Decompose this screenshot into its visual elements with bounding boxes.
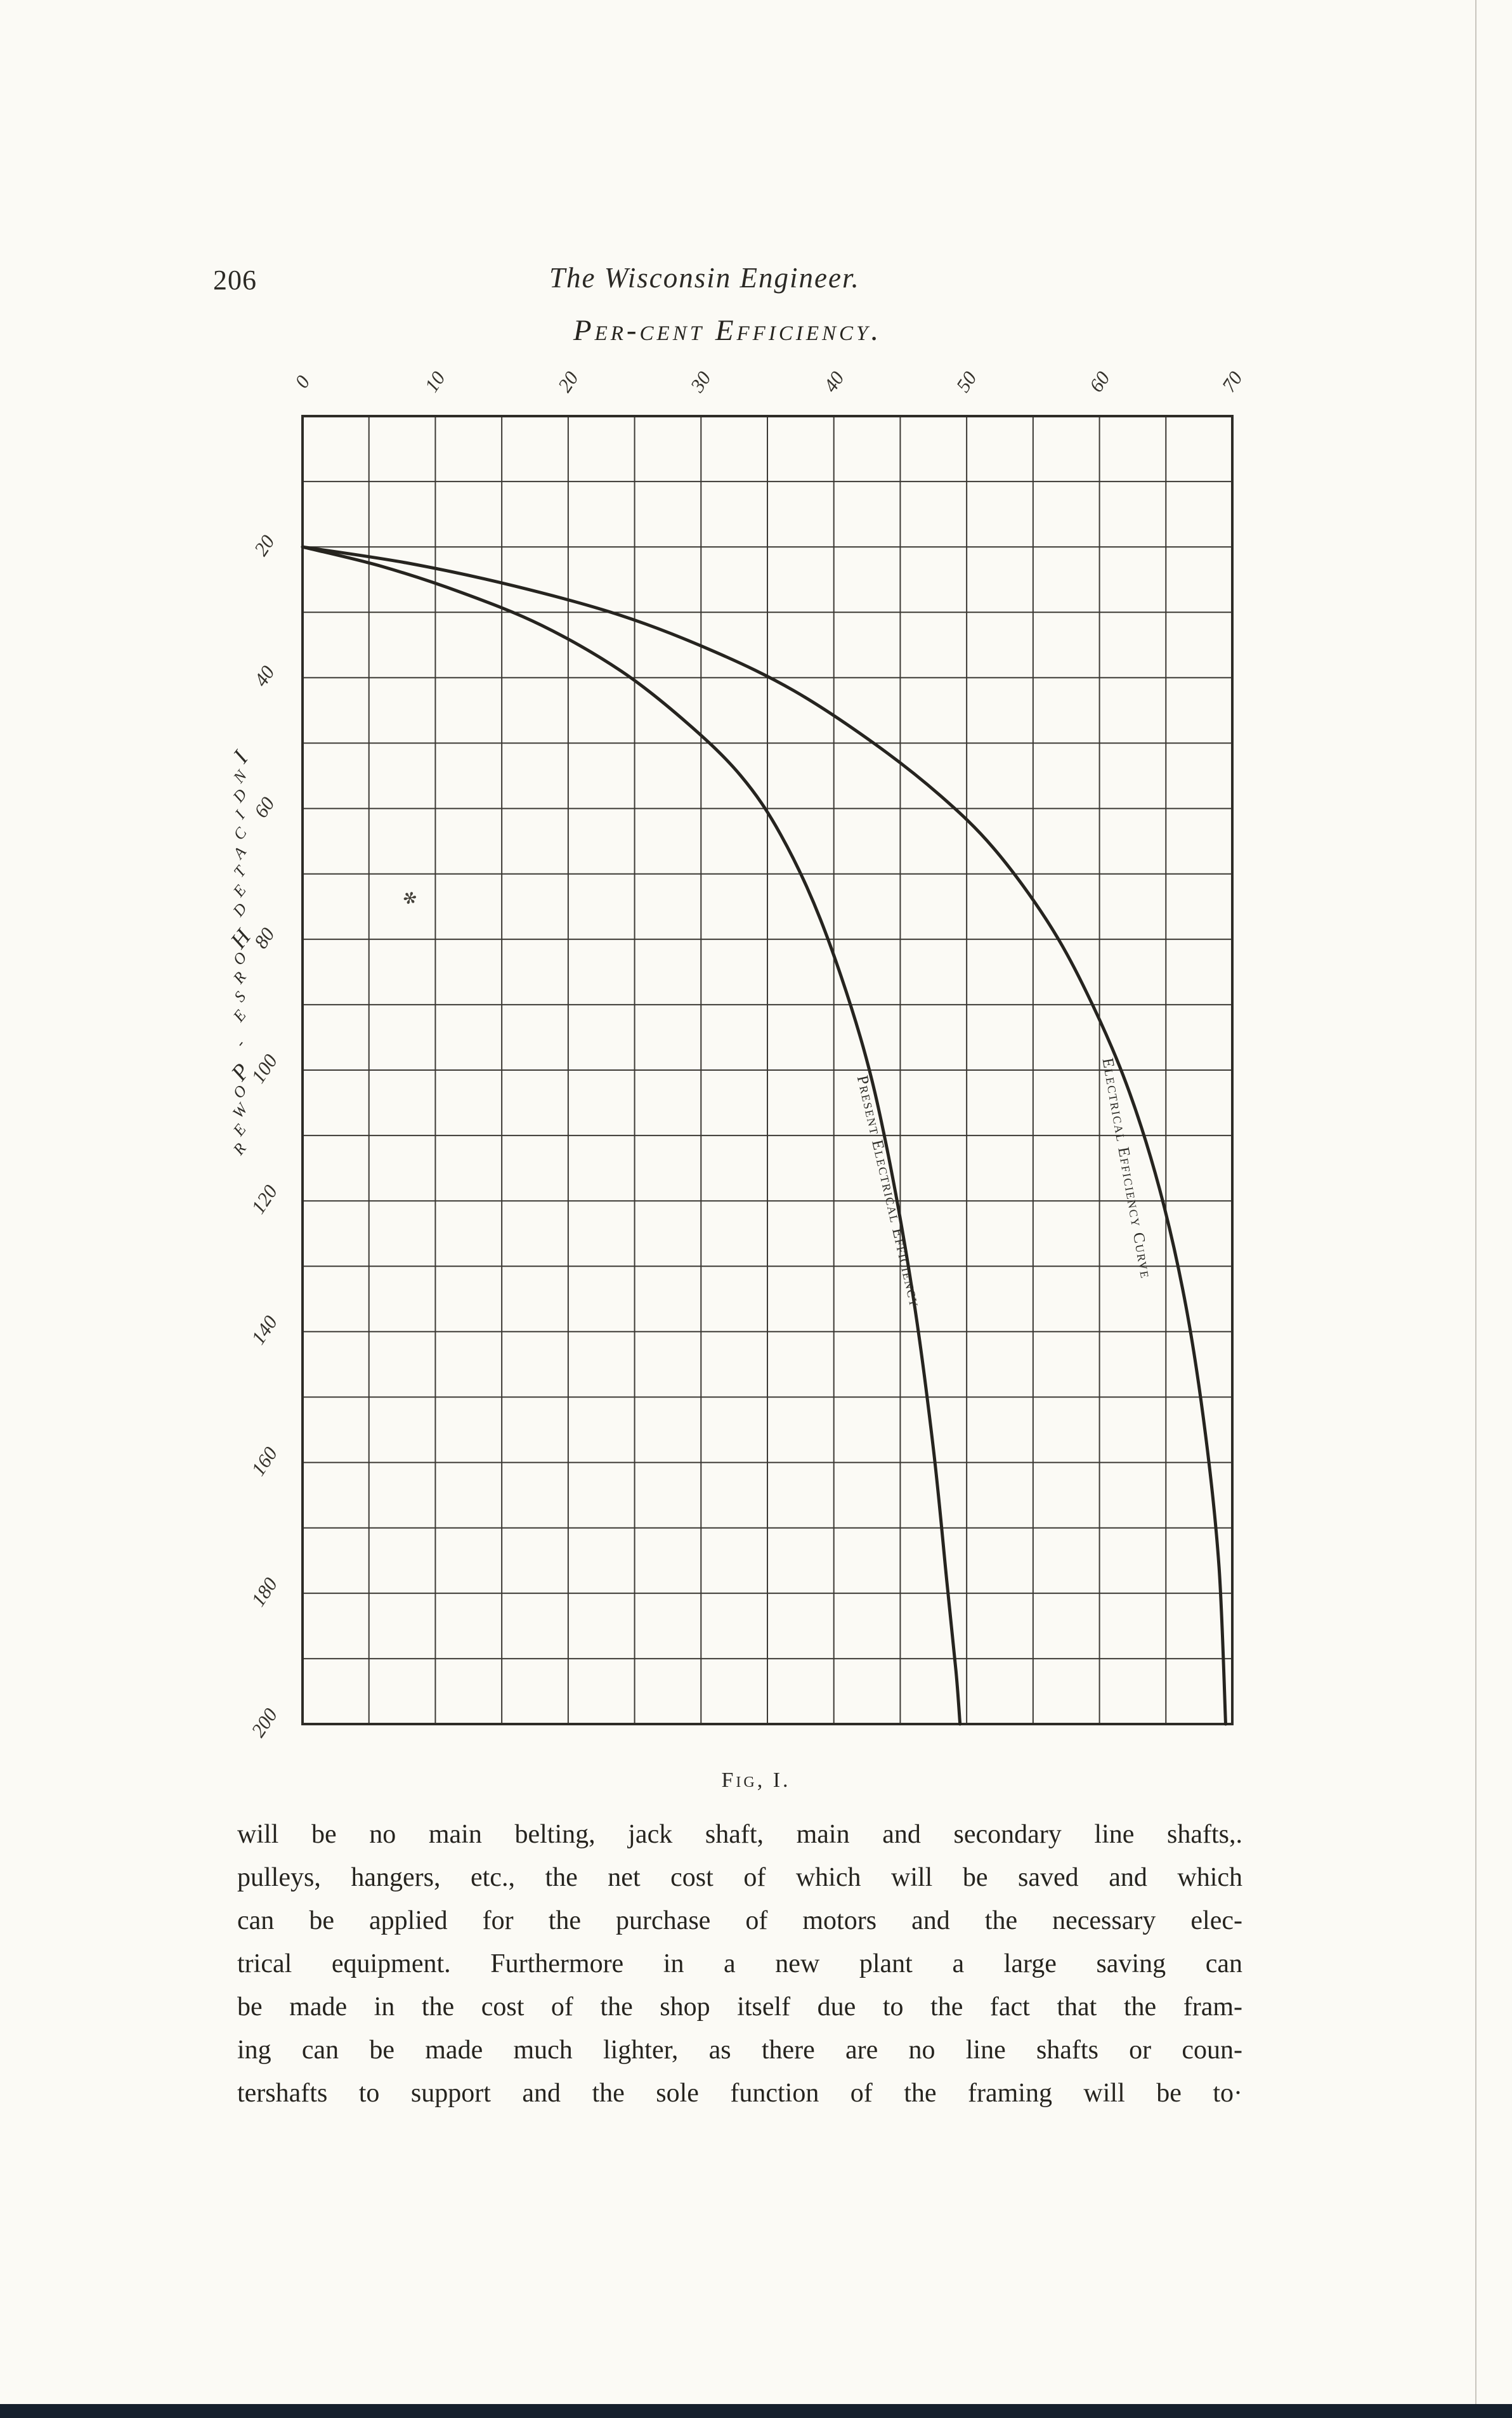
y-axis-title-char: E [230, 882, 250, 901]
body-line: will be no main belting, jack shaft, mai… [237, 1820, 1242, 1849]
chart-grid-and-curves [301, 415, 1234, 1726]
body-line: trical equipment. Furthermore in a new p… [237, 1949, 1242, 1978]
y-tick-label: 200 [247, 1704, 282, 1741]
body-line: tershafts to support and the sole functi… [237, 2079, 1242, 2108]
y-axis-title-char: E [230, 1007, 250, 1026]
body-line: pulleys, hangers, etc., the net cost of … [237, 1863, 1242, 1892]
journal-title: The Wisconsin Engineer. [549, 262, 860, 294]
body-line: be made in the cost of the shop itself d… [237, 1992, 1242, 2022]
body-line: can be applied for the purchase of motor… [237, 1906, 1242, 1935]
y-tick-label: 40 [249, 662, 279, 691]
scan-edge-bar [0, 2404, 1512, 2418]
figure-caption: Fig, I. [721, 1768, 791, 1792]
y-axis-title-char [237, 1027, 244, 1032]
y-axis-title-char: R [230, 1140, 250, 1159]
x-tick-label: 70 [1217, 367, 1247, 396]
x-tick-label: 10 [420, 367, 450, 396]
scan-edge-line [1475, 0, 1476, 2418]
x-tick-label: 30 [686, 367, 716, 396]
y-axis-title-char: - [231, 1036, 249, 1051]
y-tick-label: 160 [247, 1442, 282, 1480]
y-axis-title-char: T [230, 863, 250, 881]
y-axis-title-char [237, 921, 244, 926]
x-tick-label: 0 [290, 371, 315, 392]
x-axis-title: Per-cent Efficiency. [573, 314, 882, 347]
y-tick-label: 20 [249, 531, 279, 560]
y-axis-title-char: D [230, 900, 251, 920]
page-number: 206 [213, 265, 257, 296]
x-tick-label: 50 [951, 367, 981, 396]
x-tick-label: 20 [553, 367, 583, 396]
body-paragraph: will be no main belting, jack shaft, mai… [237, 1813, 1242, 2115]
y-axis-title-char: N [230, 767, 251, 787]
y-axis-title-char: E [230, 1121, 250, 1140]
y-axis-title-char [237, 1054, 244, 1059]
y-tick-label: 120 [247, 1180, 282, 1218]
y-axis-title-char: W [229, 1101, 251, 1122]
x-tick-label: 40 [819, 367, 849, 396]
y-axis-title-char: A [230, 844, 250, 863]
y-tick-label: 180 [247, 1573, 282, 1611]
y-axis-title-char: I [228, 745, 253, 768]
y-axis-title-char: D [230, 786, 251, 806]
x-tick-label: 60 [1084, 367, 1114, 396]
body-line: ing can be made much lighter, as there a… [237, 2036, 1242, 2065]
y-axis-title-char: S [231, 988, 250, 1005]
y-tick-label: 140 [247, 1312, 282, 1349]
curve-present-electrical-efficiency [301, 545, 962, 1726]
y-axis-title-char: R [230, 969, 250, 988]
curve-electrical-efficiency [301, 545, 1227, 1726]
